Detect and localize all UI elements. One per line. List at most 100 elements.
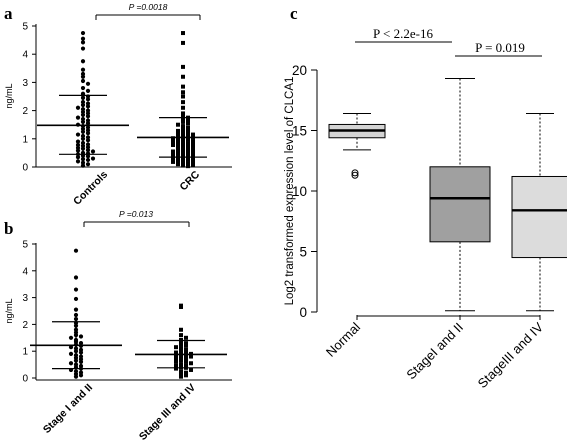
panel-a-point [80, 78, 86, 84]
panel-b-point [184, 335, 188, 340]
panel-a-point [181, 74, 185, 79]
panel-a-point [80, 67, 86, 72]
panel-a-point [176, 148, 180, 153]
panel-a-point [80, 74, 86, 79]
panel-b-ytick-label: 0 [22, 374, 28, 385]
panel-b-point [184, 359, 188, 364]
panel-b-point [179, 374, 183, 379]
panel-a-point [191, 145, 195, 150]
panel-b-p-value: P =0.013 [119, 209, 153, 219]
panel-b-point [68, 351, 74, 356]
panel-a-point [186, 141, 190, 146]
panel-a-point [186, 164, 190, 169]
panel-a-point [75, 115, 81, 120]
panel-a-p-value: P =0.0018 [129, 2, 168, 12]
panel-b-point [68, 335, 74, 340]
panel-letter-a: a [4, 4, 13, 23]
panel-b-point [73, 287, 79, 292]
panel-b-point [68, 345, 74, 350]
panel-b-point [73, 312, 79, 318]
panel-c-outlier [351, 171, 359, 179]
panel-a-point [90, 149, 96, 154]
panel-a-point [191, 132, 195, 137]
panel-a-point [186, 118, 190, 123]
panel-a-point [80, 30, 86, 36]
panel-b-point [78, 334, 84, 339]
panel-c-box [429, 166, 491, 243]
panel-a-point [176, 128, 180, 133]
panel-a-point [176, 134, 180, 139]
panel-b-point [73, 275, 79, 280]
panel-b-point [73, 374, 79, 379]
panel-a-point [80, 85, 86, 91]
panel-a-point [171, 149, 175, 154]
panel-a-point [176, 158, 180, 163]
panel-b-point [174, 350, 178, 355]
panel-a-point [75, 155, 81, 160]
panel-a-point [181, 100, 185, 105]
panel-a-point [80, 36, 86, 41]
panel-a-point [75, 148, 81, 153]
panel-a-point [191, 152, 195, 157]
panel-a-point [191, 148, 195, 153]
panel-a-point [171, 156, 175, 161]
panel-b-point [184, 363, 188, 368]
panel-b-y-label: ng/mL [4, 298, 14, 323]
panel-a-point [85, 97, 91, 102]
panel-a-point [181, 105, 185, 110]
panel-letter-c: c [290, 4, 298, 23]
panel-c-chart: Log2 transformed expression level of CLC… [284, 26, 567, 391]
panel-b-cat-stage-1-2: Stage I and II [41, 382, 95, 436]
panel-b-point [174, 359, 178, 364]
panel-a-point [181, 160, 185, 165]
panel-a-point [176, 151, 180, 156]
panel-a-point [85, 131, 91, 136]
panel-a-point [191, 139, 195, 144]
panel-a-point [191, 142, 195, 147]
panel-c-ytick-label: 10 [292, 184, 307, 199]
panel-b-point [68, 361, 74, 366]
panel-a-point [181, 94, 185, 99]
panel-c-category-label: Normal [323, 319, 363, 359]
panel-a-point [181, 111, 185, 116]
panel-a-point [181, 64, 185, 69]
panel-a-ytick-label: 5 [22, 22, 28, 33]
panel-b-point [78, 373, 84, 378]
panel-b-point [184, 349, 188, 354]
panel-b-point [78, 359, 84, 365]
panel-a-point [85, 81, 91, 86]
panel-a-point [181, 157, 185, 162]
panel-c-p-value-2: P = 0.019 [475, 40, 525, 55]
panel-b-ytick-label: 5 [22, 240, 28, 251]
panel-a-point [186, 161, 190, 166]
panel-a-point [80, 46, 86, 51]
panel-a-point [85, 138, 91, 143]
panel-b-ytick-label: 1 [22, 347, 28, 358]
panel-a-point [181, 114, 185, 119]
panel-c-y-label: Log2 transformed expression level of CLC… [284, 77, 296, 306]
panel-b-point [179, 304, 183, 309]
panel-c-ytick-label: 0 [299, 305, 307, 320]
panel-c-ytick-label: 20 [292, 63, 307, 78]
panel-a-point [186, 137, 190, 142]
panel-a-point [186, 157, 190, 162]
panel-a-point [181, 31, 185, 36]
panel-a-point [186, 144, 190, 149]
panel-a-cat-controls: Controls [71, 169, 110, 208]
panel-a-point [191, 162, 195, 167]
panel-b-point [189, 354, 193, 359]
panel-a-point [186, 147, 190, 152]
panel-a-point [176, 138, 180, 143]
panel-a-cat-crc: CRC [178, 168, 203, 193]
panel-a-point [85, 104, 91, 109]
panel-b-point [73, 316, 79, 322]
panel-a-point [171, 136, 175, 141]
panel-a-point [186, 131, 190, 136]
panel-a-point [186, 133, 190, 138]
panel-c-outlier [351, 169, 359, 177]
panel-a-point [80, 163, 86, 168]
panel-c-ytick-label: 15 [292, 124, 307, 139]
panel-a-point [176, 145, 180, 150]
panel-a-point [181, 90, 185, 95]
panel-a-ytick-label: 0 [22, 163, 28, 174]
